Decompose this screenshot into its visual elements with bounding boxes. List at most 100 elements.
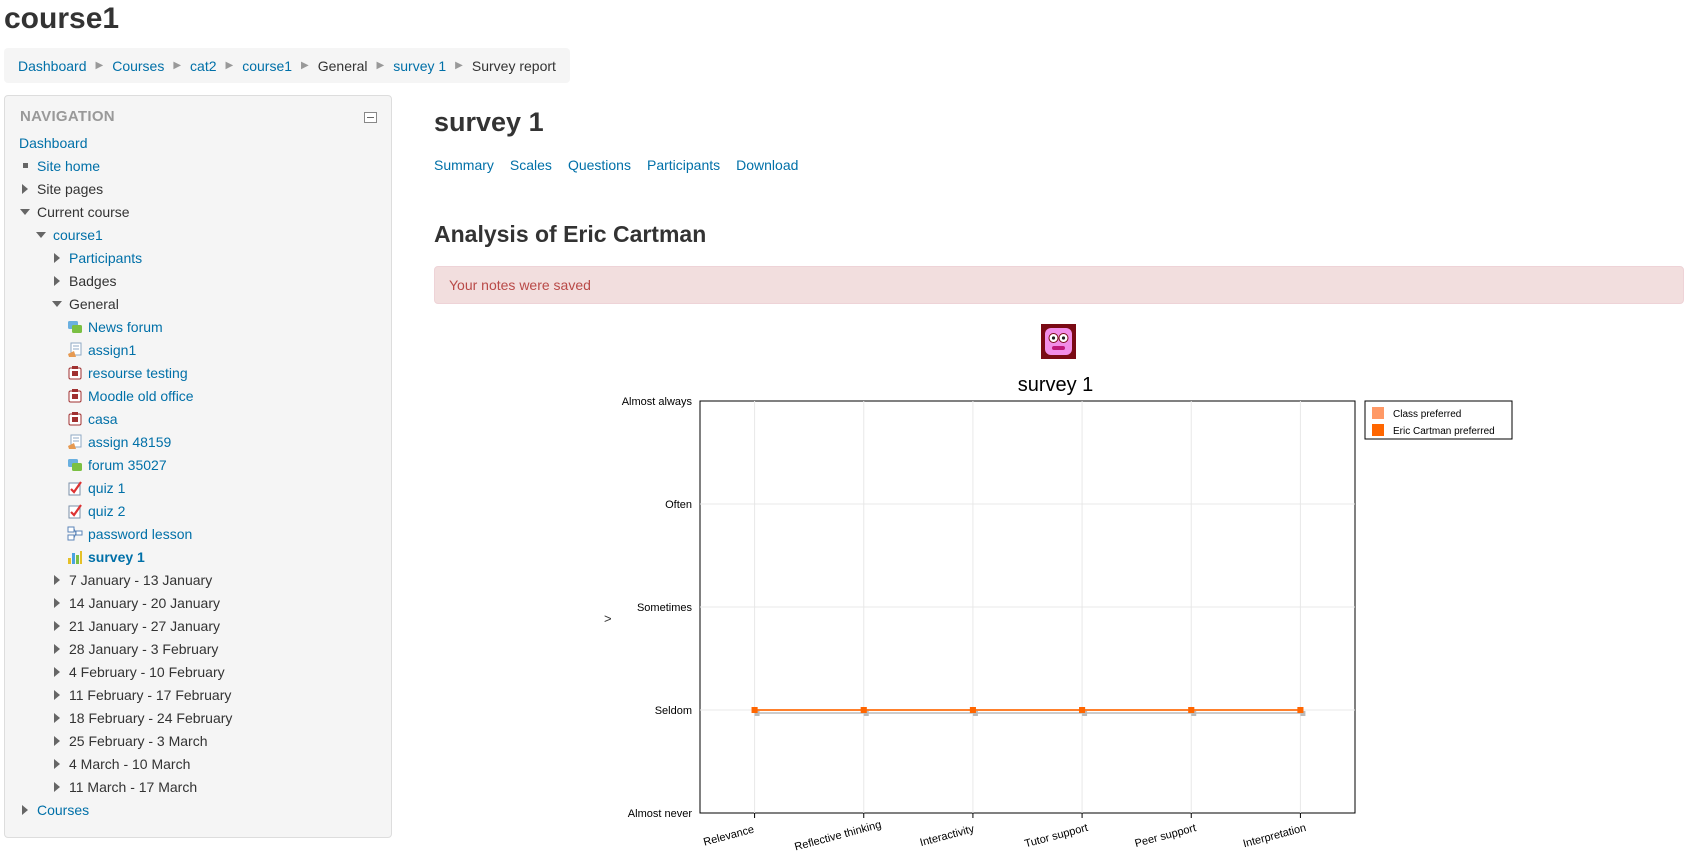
- navigation-tree: Dashboard Site home Site pages Current cour…: [5, 131, 391, 821]
- nav-item-label[interactable]: resourse testing: [88, 364, 188, 381]
- nav-item[interactable]: Moodle old office: [5, 384, 391, 407]
- nav-item[interactable]: 4 February - 10 February: [5, 660, 391, 683]
- nav-item[interactable]: password lesson: [5, 522, 391, 545]
- nav-item-label[interactable]: assign1: [88, 341, 137, 358]
- nav-item[interactable]: 11 March - 17 March: [5, 775, 391, 798]
- breadcrumb-item[interactable]: Dashboard: [18, 57, 87, 74]
- navigation-title: NAVIGATION: [20, 108, 115, 125]
- user-avatar[interactable]: [1041, 324, 1076, 359]
- series-point: [1079, 707, 1086, 713]
- nav-item-label[interactable]: Participants: [69, 249, 143, 266]
- breadcrumb-item[interactable]: survey 1: [393, 57, 447, 74]
- nav-item[interactable]: 25 February - 3 March: [5, 729, 391, 752]
- breadcrumb-separator-icon: ▶: [173, 60, 182, 71]
- nav-item-label[interactable]: survey 1: [88, 548, 145, 565]
- nav-item[interactable]: 7 January - 13 January: [5, 568, 391, 591]
- expand-arrow-icon[interactable]: [51, 574, 63, 586]
- nav-item-label[interactable]: course1: [53, 226, 103, 243]
- nav-item[interactable]: assign 48159: [5, 430, 391, 453]
- legend-swatch: [1372, 424, 1384, 436]
- nav-item[interactable]: survey 1: [5, 545, 391, 568]
- tab-summary[interactable]: Summary: [434, 157, 494, 173]
- breadcrumb-item[interactable]: cat2: [190, 57, 217, 74]
- nav-item-label: 4 March - 10 March: [69, 755, 191, 772]
- series-point: [751, 707, 758, 713]
- collapse-arrow-icon[interactable]: [19, 206, 31, 218]
- breadcrumb-item: General: [317, 57, 368, 74]
- chart-legend: [1364, 400, 1513, 440]
- breadcrumb-item[interactable]: Courses: [112, 57, 165, 74]
- collapse-arrow-icon[interactable]: [51, 298, 63, 310]
- nav-item-label: 14 January - 20 January: [69, 594, 220, 611]
- tab-download[interactable]: Download: [736, 157, 799, 173]
- tab-participants[interactable]: Participants: [646, 157, 721, 173]
- nav-item[interactable]: assign1: [5, 338, 391, 361]
- nav-item[interactable]: quiz 1: [5, 476, 391, 499]
- expand-arrow-icon[interactable]: [51, 712, 63, 724]
- nav-item[interactable]: resourse testing: [5, 361, 391, 384]
- nav-item[interactable]: quiz 2: [5, 499, 391, 522]
- nav-item-label[interactable]: casa: [88, 410, 118, 427]
- expand-arrow-icon[interactable]: [19, 804, 31, 816]
- collapse-arrow-icon[interactable]: [35, 229, 47, 241]
- nav-item-label[interactable]: forum 35027: [88, 456, 167, 473]
- nav-item-label[interactable]: assign 48159: [88, 433, 172, 450]
- legend-label: Class preferred: [1393, 409, 1461, 420]
- x-tick-label: Tutor support: [1023, 822, 1089, 850]
- expand-arrow-icon[interactable]: [51, 758, 63, 770]
- collapse-block-icon[interactable]: [364, 112, 377, 123]
- series-point: [1297, 707, 1304, 713]
- expand-arrow-icon[interactable]: [51, 252, 63, 264]
- nav-item[interactable]: General: [5, 292, 391, 315]
- nav-item[interactable]: forum 35027: [5, 453, 391, 476]
- expand-arrow-icon[interactable]: [19, 183, 31, 195]
- nav-item-label[interactable]: quiz 1: [88, 479, 126, 496]
- nav-item[interactable]: 28 January - 3 February: [5, 637, 391, 660]
- expand-arrow-icon[interactable]: [51, 620, 63, 632]
- x-tick-label: Interpretation: [1242, 822, 1308, 850]
- nav-item[interactable]: 21 January - 27 January: [5, 614, 391, 637]
- nav-item[interactable]: Site home: [5, 154, 391, 177]
- nav-item[interactable]: course1: [5, 223, 391, 246]
- quiz-icon: [68, 480, 82, 495]
- x-tick-label: Relevance: [702, 824, 755, 849]
- expand-arrow-icon[interactable]: [51, 689, 63, 701]
- navigation-block: NAVIGATION Dashboard Site home Site pages C…: [4, 95, 392, 838]
- nav-item[interactable]: 18 February - 24 February: [5, 706, 391, 729]
- y-tick-label: Almost always: [622, 396, 693, 408]
- expand-arrow-icon[interactable]: [51, 275, 63, 287]
- nav-item[interactable]: News forum: [5, 315, 391, 338]
- nav-item-label: 25 February - 3 March: [69, 732, 208, 749]
- nav-item[interactable]: Dashboard: [5, 131, 391, 154]
- y-tick-label: Almost never: [628, 808, 693, 820]
- nav-item-label[interactable]: Courses: [37, 801, 90, 818]
- expand-arrow-icon[interactable]: [51, 597, 63, 609]
- expand-arrow-icon[interactable]: [51, 643, 63, 655]
- nav-item[interactable]: 11 February - 17 February: [5, 683, 391, 706]
- nav-item[interactable]: Current course: [5, 200, 391, 223]
- expand-arrow-icon[interactable]: [51, 666, 63, 678]
- nav-item-label[interactable]: News forum: [88, 318, 163, 335]
- nav-item[interactable]: 14 January - 20 January: [5, 591, 391, 614]
- assignment-icon: [68, 434, 82, 449]
- tab-scales[interactable]: Scales: [509, 157, 552, 173]
- tab-questions[interactable]: Questions: [567, 157, 631, 173]
- series-shadow-point: [1300, 711, 1306, 716]
- nav-item-label[interactable]: password lesson: [88, 525, 193, 542]
- y-tick-label: Often: [665, 499, 692, 511]
- nav-item-label[interactable]: quiz 2: [88, 502, 126, 519]
- expand-arrow-icon[interactable]: [51, 735, 63, 747]
- nav-item[interactable]: Courses: [5, 798, 391, 821]
- nav-item[interactable]: casa: [5, 407, 391, 430]
- survey-chart: survey 1 Almost never Seldom Sometimes Often…: [622, 374, 1513, 853]
- nav-item[interactable]: Badges: [5, 269, 391, 292]
- breadcrumb-item[interactable]: course1: [242, 57, 293, 74]
- expand-arrow-icon[interactable]: [51, 781, 63, 793]
- nav-item-label[interactable]: Site home: [37, 157, 101, 174]
- nav-item[interactable]: Site pages: [5, 177, 391, 200]
- nav-item[interactable]: Participants: [5, 246, 391, 269]
- breadcrumb: Dashboard ▶ Courses ▶ cat2 ▶ course1 ▶ General ▶ s…: [4, 48, 570, 83]
- nav-item[interactable]: 4 March - 10 March: [5, 752, 391, 775]
- nav-item-label[interactable]: Dashboard: [19, 134, 88, 151]
- nav-item-label[interactable]: Moodle old office: [88, 387, 194, 404]
